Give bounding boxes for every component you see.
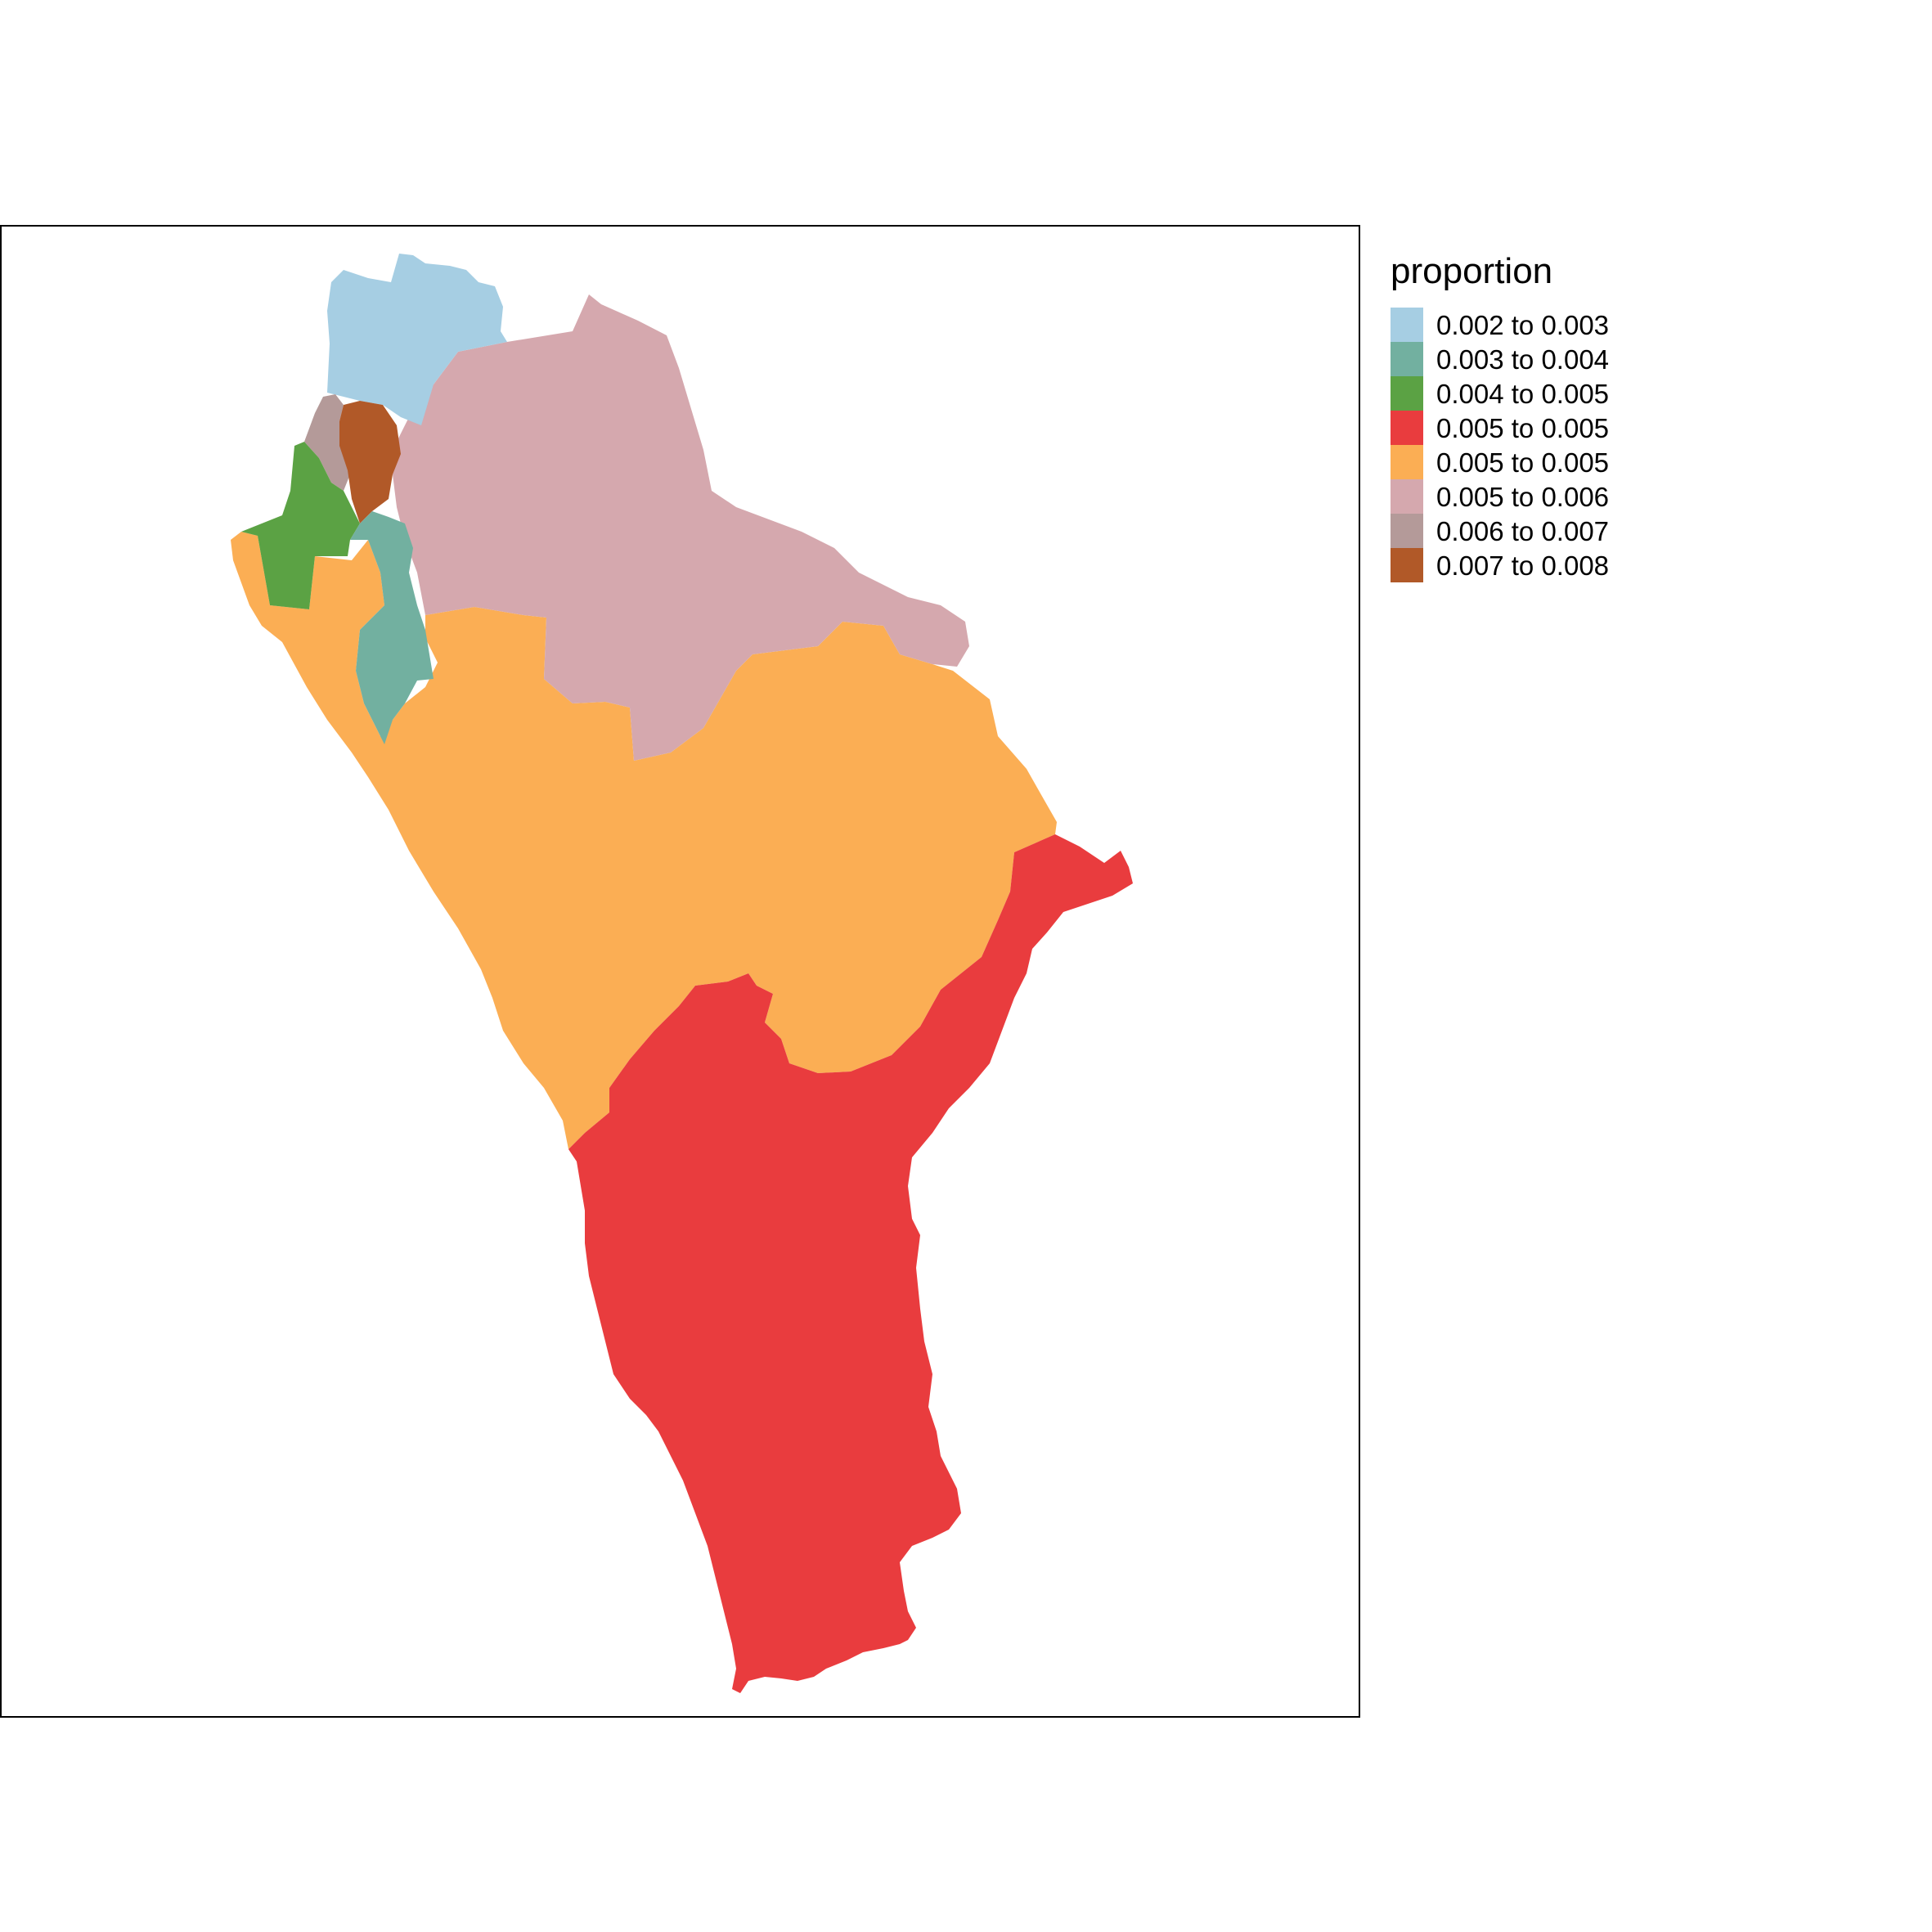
region-teal	[350, 511, 434, 744]
region-central-orange	[231, 532, 1057, 1149]
legend-label: 0.005 to 0.005	[1436, 412, 1610, 443]
legend-label: 0.004 to 0.005	[1436, 378, 1610, 409]
legend-item: 0.005 to 0.005	[1391, 445, 1609, 479]
map-frame	[0, 225, 1360, 1718]
region-green	[241, 442, 360, 609]
legend-label: 0.007 to 0.008	[1436, 550, 1610, 581]
legend-item: 0.002 to 0.003	[1391, 308, 1609, 342]
region-small-grey	[304, 394, 352, 491]
legend-swatch	[1391, 376, 1423, 411]
legend-label: 0.005 to 0.006	[1436, 481, 1610, 512]
legend-swatch	[1391, 548, 1423, 582]
region-brown	[339, 401, 401, 523]
legend-item: 0.003 to 0.004	[1391, 342, 1609, 376]
legend-item: 0.005 to 0.005	[1391, 411, 1609, 445]
legend-label: 0.003 to 0.004	[1436, 344, 1610, 375]
legend-swatch	[1391, 411, 1423, 445]
legend-item: 0.006 to 0.007	[1391, 514, 1609, 548]
legend-label: 0.002 to 0.003	[1436, 309, 1610, 340]
region-northeast-pink	[393, 294, 969, 761]
legend-swatch	[1391, 445, 1423, 479]
legend-item: 0.007 to 0.008	[1391, 548, 1609, 582]
legend-swatch	[1391, 308, 1423, 342]
legend-swatch	[1391, 479, 1423, 514]
legend-label: 0.005 to 0.005	[1436, 447, 1610, 478]
legend-swatch	[1391, 342, 1423, 376]
legend-swatch	[1391, 514, 1423, 548]
legend-label: 0.006 to 0.007	[1436, 515, 1610, 546]
map-legend: proportion 0.002 to 0.003 0.003 to 0.004…	[1391, 254, 1609, 582]
region-north-blue	[327, 254, 507, 425]
legend-item: 0.005 to 0.006	[1391, 479, 1609, 514]
legend-item: 0.004 to 0.005	[1391, 376, 1609, 411]
legend-items: 0.002 to 0.003 0.003 to 0.004 0.004 to 0…	[1391, 308, 1609, 582]
region-south-red	[568, 834, 1133, 1693]
legend-title: proportion	[1391, 251, 1553, 291]
